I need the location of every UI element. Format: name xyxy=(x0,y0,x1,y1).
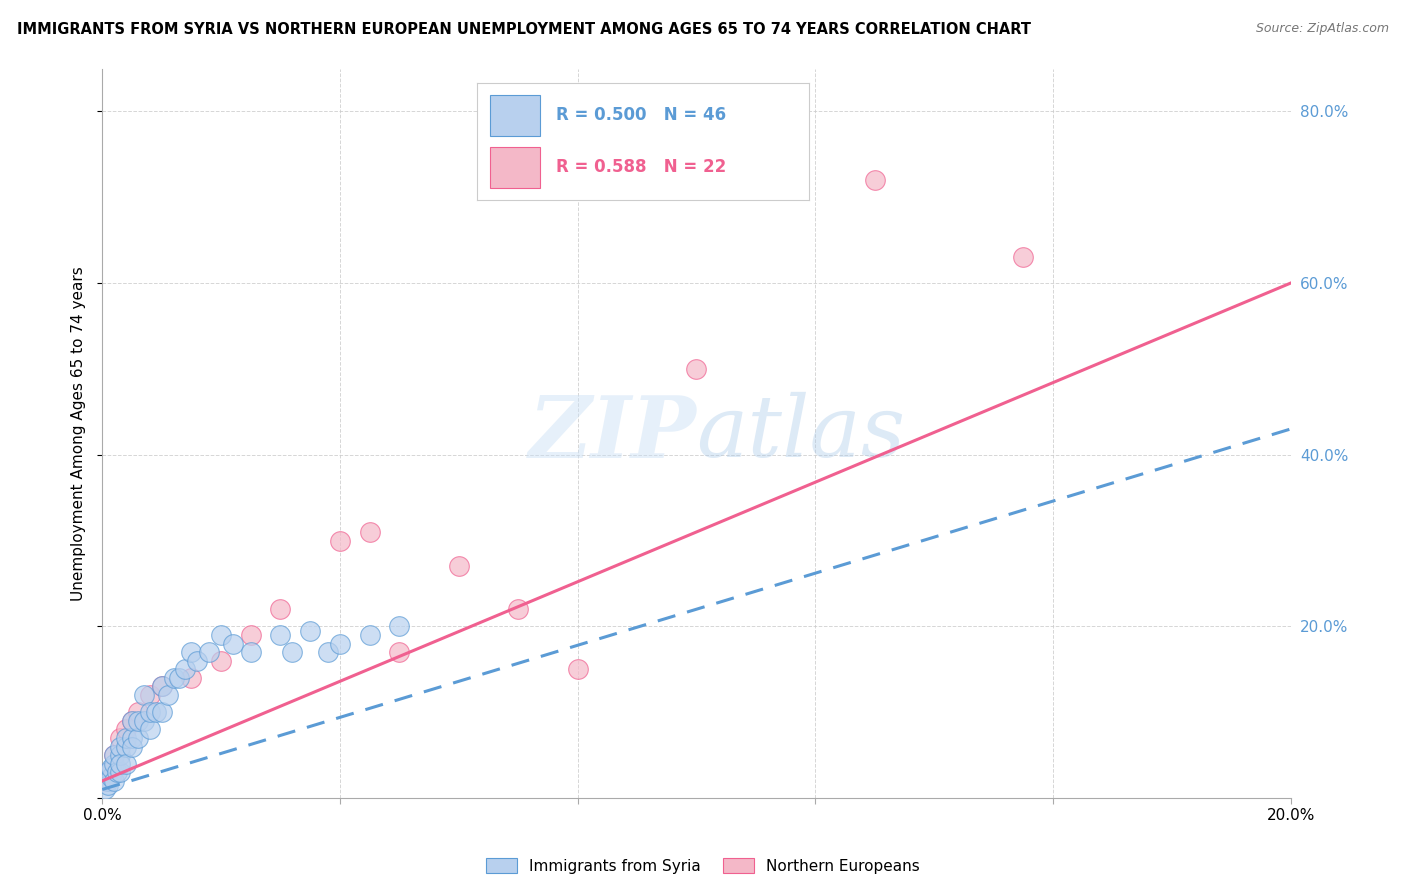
Point xyxy=(180,645,202,659)
Point xyxy=(103,773,125,788)
Point xyxy=(209,654,232,668)
Point xyxy=(150,705,173,719)
Point xyxy=(329,533,352,548)
Point xyxy=(103,748,125,763)
Point xyxy=(198,645,221,659)
Point xyxy=(156,688,179,702)
Point xyxy=(94,782,117,797)
Point xyxy=(127,705,149,719)
Point xyxy=(108,739,131,754)
Point xyxy=(121,714,143,728)
Point xyxy=(103,748,125,763)
Point xyxy=(269,602,291,616)
Point xyxy=(115,731,138,745)
Point xyxy=(863,173,886,187)
Text: ZIP: ZIP xyxy=(529,392,696,475)
Point xyxy=(239,645,262,659)
Point xyxy=(97,765,120,780)
Point xyxy=(132,688,155,702)
Point xyxy=(100,761,122,775)
Point xyxy=(1012,251,1035,265)
Point xyxy=(209,628,232,642)
Point xyxy=(97,773,120,788)
Point xyxy=(100,770,122,784)
Point xyxy=(94,773,117,788)
Point xyxy=(508,602,530,616)
Point xyxy=(108,756,131,771)
Point xyxy=(139,723,162,737)
Point xyxy=(108,731,131,745)
Point xyxy=(359,524,381,539)
Point xyxy=(239,628,262,642)
Point xyxy=(150,680,173,694)
Point xyxy=(388,645,411,659)
Point xyxy=(150,680,173,694)
Point xyxy=(447,559,470,574)
Point xyxy=(121,714,143,728)
Point xyxy=(145,705,167,719)
Text: Source: ZipAtlas.com: Source: ZipAtlas.com xyxy=(1256,22,1389,36)
Text: IMMIGRANTS FROM SYRIA VS NORTHERN EUROPEAN UNEMPLOYMENT AMONG AGES 65 TO 74 YEAR: IMMIGRANTS FROM SYRIA VS NORTHERN EUROPE… xyxy=(17,22,1031,37)
Legend: Immigrants from Syria, Northern Europeans: Immigrants from Syria, Northern European… xyxy=(479,852,927,880)
Point xyxy=(105,765,128,780)
Point xyxy=(108,765,131,780)
Point xyxy=(186,654,208,668)
Point xyxy=(162,671,184,685)
Point xyxy=(299,624,322,638)
Point xyxy=(174,662,197,676)
Point xyxy=(127,731,149,745)
Point xyxy=(169,671,191,685)
Point xyxy=(567,662,589,676)
Point xyxy=(180,671,202,685)
Point xyxy=(139,705,162,719)
Point xyxy=(115,739,138,754)
Point xyxy=(97,765,120,780)
Point xyxy=(269,628,291,642)
Point xyxy=(316,645,339,659)
Point xyxy=(685,362,707,376)
Text: atlas: atlas xyxy=(696,392,905,475)
Point xyxy=(103,756,125,771)
Point xyxy=(281,645,304,659)
Point xyxy=(97,778,120,792)
Point xyxy=(115,756,138,771)
Point xyxy=(222,636,245,650)
Point xyxy=(121,739,143,754)
Point xyxy=(139,688,162,702)
Point xyxy=(329,636,352,650)
Point xyxy=(132,714,155,728)
Point xyxy=(115,723,138,737)
Point xyxy=(127,714,149,728)
Point xyxy=(388,619,411,633)
Y-axis label: Unemployment Among Ages 65 to 74 years: Unemployment Among Ages 65 to 74 years xyxy=(72,266,86,600)
Point xyxy=(121,731,143,745)
Point xyxy=(108,748,131,763)
Point xyxy=(359,628,381,642)
